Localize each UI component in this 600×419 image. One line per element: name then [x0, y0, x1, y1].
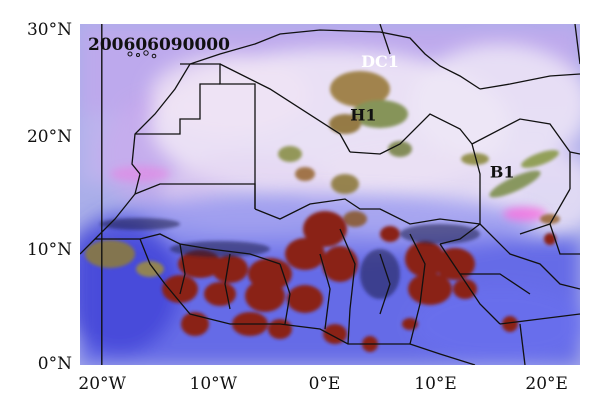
pale-cloud-fields — [150, 44, 580, 239]
feature-label-dc1: DC1 — [361, 52, 399, 71]
midlevel-cloud — [85, 71, 560, 277]
canary-islands — [127, 50, 157, 59]
x-tick-label: 10°W — [189, 374, 238, 394]
x-tick-label: 20°W — [78, 374, 127, 394]
x-tick-label: 20°E — [525, 374, 568, 394]
satellite-map: 200606090000 DC1 H1 B1 — [80, 24, 580, 365]
y-tick-label: 20°N — [26, 126, 72, 147]
timestamp-label: 200606090000 — [88, 35, 230, 55]
y-tick-label: 10°N — [26, 240, 72, 261]
y-tick-label: 0°N — [37, 354, 72, 374]
feature-label-b1: B1 — [490, 162, 515, 181]
feature-labels: DC1 H1 B1 — [350, 52, 514, 181]
y-tick-label: 30°N — [26, 20, 72, 40]
country-boundaries — [80, 24, 580, 365]
x-tick-label: 0°E — [308, 374, 341, 394]
feature-label-h1: H1 — [350, 106, 376, 125]
x-tick-label: 10°E — [414, 374, 457, 394]
